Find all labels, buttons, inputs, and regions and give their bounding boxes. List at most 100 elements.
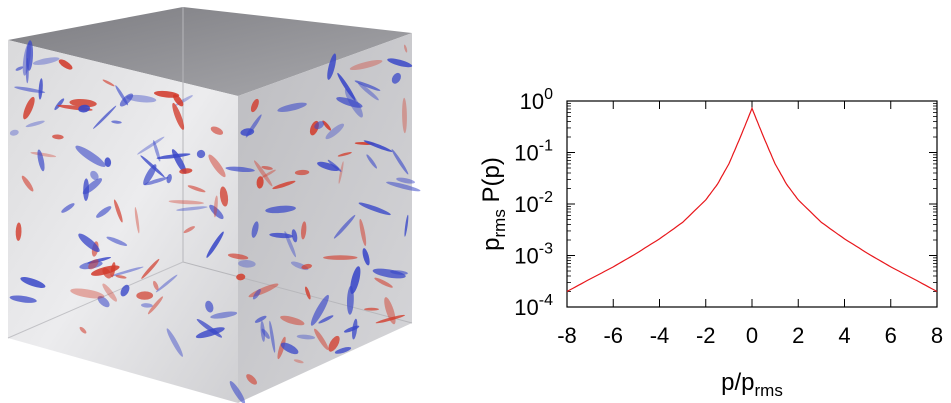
y-tick-label: 10-1: [514, 138, 553, 166]
vortex-blob: [30, 152, 57, 158]
vortex-blob: [362, 248, 370, 266]
vortex-blob: [69, 98, 97, 108]
vortex-blob: [280, 342, 299, 355]
vortex-blob: [136, 291, 154, 300]
vortex-blob: [261, 328, 270, 339]
vortex-blob: [322, 120, 332, 131]
vortex-blob: [252, 288, 261, 300]
vortex-blob: [344, 88, 363, 118]
vortex-blob: [229, 381, 246, 403]
vortex-blob: [78, 104, 90, 113]
vortex-blob: [227, 253, 249, 260]
vortex-blob: [20, 277, 46, 288]
vortex-blob: [350, 266, 361, 295]
series-line: [566, 106, 938, 293]
vortex-blob: [359, 218, 367, 246]
vortex-blob: [54, 98, 65, 111]
vortex-blob: [147, 296, 164, 315]
vortex-blob: [25, 120, 45, 128]
vortex-blob: [102, 79, 115, 87]
vortex-blob: [245, 114, 262, 138]
vortex-blob: [75, 145, 106, 167]
x-tick-label: -4: [650, 323, 670, 348]
vortex-blob: [120, 284, 130, 297]
vortex-blob: [358, 202, 391, 216]
vortex-blob: [38, 78, 43, 100]
vortex-blob: [334, 347, 352, 354]
vortex-blob: [336, 97, 363, 108]
y-tick-label: 10-2: [514, 189, 553, 217]
vortex-blob: [325, 123, 345, 140]
vortex-blob: [256, 176, 264, 189]
x-tick-label: -2: [696, 323, 716, 348]
vortex-blob: [102, 267, 112, 279]
vortex-blob: [327, 159, 342, 172]
vortex-blob: [396, 177, 416, 184]
vortex-blob: [90, 170, 99, 181]
vortex-blob: [82, 178, 103, 195]
x-tick-label: 6: [885, 323, 897, 348]
vortex-blob: [403, 44, 408, 53]
vortex-blob: [404, 214, 409, 237]
vortex-blob: [143, 164, 157, 186]
vortex-blob: [153, 90, 180, 98]
vortex-blob: [314, 121, 325, 130]
vortex-blob: [196, 318, 223, 338]
vortex-blob: [104, 157, 112, 167]
vortex-blob: [9, 295, 37, 303]
vortex-blob: [106, 236, 128, 246]
vortex-blob: [277, 336, 286, 360]
vortex-blob: [137, 136, 165, 155]
vortex-blob: [225, 166, 255, 173]
vortex-blob: [70, 288, 105, 299]
vortex-blob: [15, 66, 24, 71]
vortex-blob: [387, 58, 413, 68]
vortex-blob: [253, 160, 273, 187]
vortex-blob: [52, 134, 64, 140]
vortex-blob: [366, 154, 377, 169]
vortex-blob: [187, 185, 206, 193]
vortex-blob: [291, 229, 298, 243]
cube-top-face: [8, 7, 412, 96]
vortex-blob: [97, 295, 110, 308]
vortex-blob: [261, 165, 273, 170]
plot-frame: [566, 100, 938, 308]
x-tick-label: 2: [792, 323, 804, 348]
vortex-blob: [140, 155, 165, 178]
vortex-blob: [113, 199, 123, 223]
vortex-blob: [171, 149, 187, 174]
y-axis-label: prms P(p): [478, 157, 509, 251]
vortex-blob: [269, 320, 276, 353]
x-axis-ticks: -8 -6 -4 -2 0 2 4 6 8: [557, 101, 943, 348]
vortex-blob: [153, 140, 161, 162]
x-tick-label: -8: [557, 323, 577, 348]
vortex-blob: [402, 97, 407, 134]
vortex-blob: [254, 315, 267, 323]
vortex-blob: [296, 334, 316, 340]
vortex-blob: [349, 59, 383, 71]
vortex-blob: [375, 314, 405, 324]
vortex-blob: [61, 203, 75, 213]
vortex-blob: [96, 206, 112, 218]
vortex-blob: [386, 181, 421, 192]
vortex-blob: [323, 255, 358, 260]
x-axis-label: p/prms: [721, 369, 783, 400]
vortex-blob: [78, 233, 100, 253]
vortex-blob: [251, 221, 259, 238]
vortex-blob: [58, 59, 73, 70]
x-tick-label: 8: [931, 323, 943, 348]
vortex-blob: [277, 102, 307, 112]
vortex-blob: [196, 149, 206, 159]
vortex-blob: [390, 270, 408, 275]
vortex-blob: [261, 169, 276, 178]
cube-hidden-edge: [7, 261, 184, 339]
vortex-blob: [219, 186, 229, 207]
vortex-blob: [25, 57, 29, 84]
vortex-blob: [318, 315, 334, 324]
vortex-blob: [21, 175, 34, 192]
vortex-blob: [208, 154, 226, 178]
vortex-blob: [168, 200, 204, 205]
vortex-blob: [115, 85, 129, 106]
vortex-blob: [141, 258, 160, 279]
vortex-blob: [110, 262, 116, 278]
